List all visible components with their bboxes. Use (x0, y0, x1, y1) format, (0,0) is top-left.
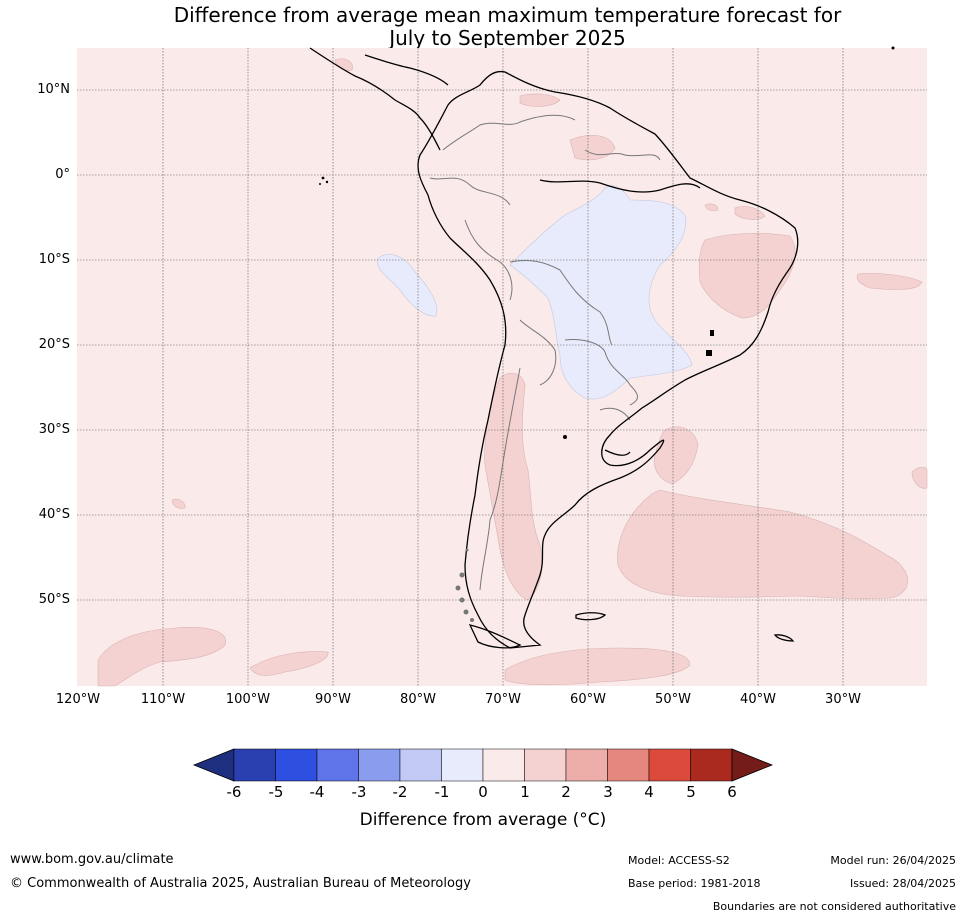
colorbar-tick: 1 (520, 783, 530, 801)
lat-label-30s: 30°S (38, 422, 70, 437)
colorbar-swatch (482, 748, 525, 782)
colorbar-tick: -1 (434, 783, 450, 801)
title-line-1: Difference from average mean maximum tem… (173, 3, 842, 27)
warm-region-caribbean (519, 93, 561, 107)
colorbar-swatch (399, 748, 442, 782)
footer-model: Model: ACCESS-S2 (628, 854, 730, 867)
lat-label-10n: 10°N (37, 82, 70, 97)
colorbar-tick: -2 (392, 783, 408, 801)
colorbar-arrow-high (731, 748, 774, 782)
colorbar-swatch (524, 748, 567, 782)
footer-copyright: © Commonwealth of Australia 2025, Austra… (10, 876, 471, 891)
lon-label-100w: 100°W (225, 692, 271, 707)
warm-region-uruguay-coast (654, 426, 699, 485)
warm-region-small-3 (171, 498, 186, 509)
graticule (77, 48, 927, 686)
caribbean-coast (364, 54, 449, 86)
colorbar-swatch (648, 748, 691, 782)
warm-region-small-2 (704, 203, 719, 212)
lon-label-110w: 110°W (140, 692, 186, 707)
warm-region-atlantic-east (856, 273, 923, 290)
cool-anomaly-regions (377, 185, 693, 400)
colorbar-tick: 5 (686, 783, 696, 801)
colorbar (192, 748, 774, 782)
warm-region-south-pacific (97, 627, 227, 687)
cool-region-pacific-offshore (377, 254, 438, 317)
country-borders (429, 114, 661, 591)
south-america-coast (417, 70, 799, 649)
map-title: Difference from average mean maximum tem… (0, 4, 965, 50)
lon-label-120w: 120°W (55, 692, 101, 707)
colorbar-tick: 2 (561, 783, 571, 801)
cool-region-central-south-america (509, 185, 693, 400)
falkland-islands (575, 612, 607, 621)
lat-label-50s: 50°S (38, 592, 70, 607)
colorbar-swatch (607, 748, 650, 782)
lon-label-80w: 80°W (400, 692, 436, 707)
footer-issued: Issued: 28/04/2025 (849, 877, 956, 890)
colorbar-tick: 6 (727, 783, 737, 801)
lat-label-40s: 40°S (38, 507, 70, 522)
colorbar-arrow-low (192, 748, 235, 782)
lon-label-50w: 50°W (655, 692, 691, 707)
colorbar-tick: 4 (644, 783, 654, 801)
footer-url: www.bom.gov.au/climate (10, 852, 174, 867)
warm-anomaly-regions (97, 58, 928, 687)
footer-model-run: Model run: 26/04/2025 (830, 854, 956, 867)
colorbar-swatch (690, 748, 733, 782)
lon-label-90w: 90°W (315, 692, 351, 707)
colorbar-tick: 0 (478, 783, 488, 801)
colorbar-tick: -3 (351, 783, 367, 801)
tierra-del-fuego (468, 624, 522, 649)
colorbar-swatch (316, 748, 359, 782)
lat-label-20s: 20°S (38, 337, 70, 352)
colorbar-title: Difference from average (°C) (359, 810, 607, 830)
warm-region-andes-argentina (484, 372, 543, 601)
colorbar-swatch (441, 748, 484, 782)
colorbar-tick: -5 (268, 783, 284, 801)
south-georgia (773, 634, 795, 642)
amazon-river (539, 179, 701, 193)
colorbar-swatch (233, 748, 276, 782)
lon-label-30w: 30°W (825, 692, 861, 707)
lon-label-60w: 60°W (570, 692, 606, 707)
islands (319, 46, 895, 439)
rio-de-la-plata (604, 449, 631, 456)
colorbar-swatch (275, 748, 318, 782)
colorbar-tick: 3 (603, 783, 613, 801)
colorbar-swatch (565, 748, 608, 782)
footer-boundaries-note: Boundaries are not considered authoritat… (712, 900, 956, 913)
chilean-archipelago (455, 548, 474, 622)
warm-region-small-1 (734, 206, 766, 220)
colorbar-tick: -4 (309, 783, 325, 801)
title-line-2: July to September 2025 (389, 26, 626, 50)
footer-base-period: Base period: 1981-2018 (628, 877, 761, 890)
warm-region-drake-passage (504, 647, 691, 686)
colorbar-swatch (358, 748, 401, 782)
warm-region-northeast-brazil (698, 233, 796, 319)
lat-label-10s: 10°S (38, 252, 70, 267)
warm-region-far-east (911, 466, 928, 489)
warm-region-pacific-strip (249, 651, 329, 676)
coastline (309, 47, 799, 649)
lon-label-70w: 70°W (485, 692, 521, 707)
lon-label-40w: 40°W (740, 692, 776, 707)
central-america-coast (309, 47, 441, 151)
lat-label-0: 0° (55, 167, 70, 182)
colorbar-tick: -6 (226, 783, 242, 801)
